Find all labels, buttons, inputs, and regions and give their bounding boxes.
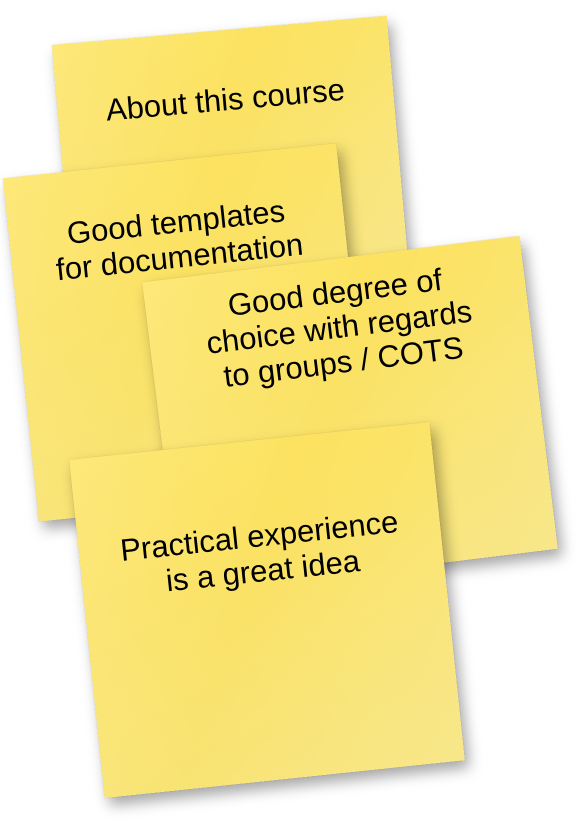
- sticky-note-text: Good degree of choice with regards to gr…: [204, 261, 474, 394]
- sticky-note-text: Practical experience is a great idea: [118, 503, 400, 599]
- sticky-note-practical-experience: Practical experience is a great idea: [69, 422, 465, 798]
- sticky-note-text: About this course: [104, 71, 347, 128]
